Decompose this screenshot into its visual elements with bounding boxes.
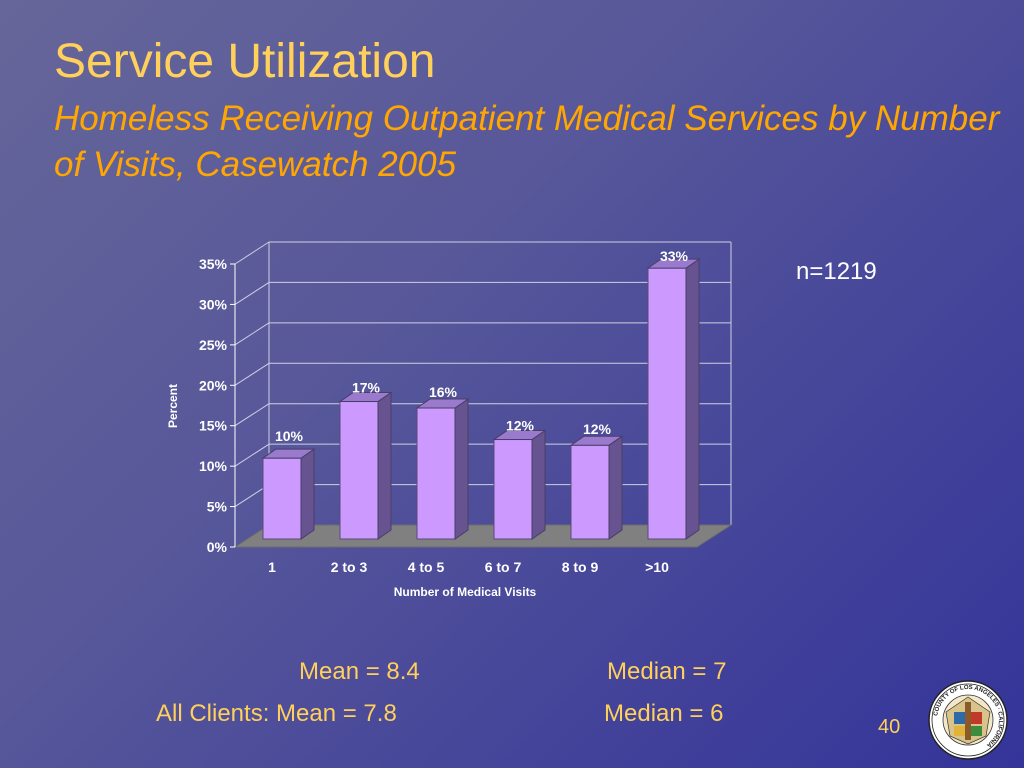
bar-side <box>685 258 700 540</box>
gridline-depth <box>234 443 270 467</box>
county-seal-logo: COUNTY OF LOS ANGELES · CALIFORNIA <box>928 680 1008 760</box>
bar-top <box>261 448 316 459</box>
bar <box>416 407 456 540</box>
gridline-depth <box>234 282 270 305</box>
y-tick-label: 0% <box>207 539 228 555</box>
all-clients-mean-stat: All Clients: Mean = 7.8 <box>156 700 397 727</box>
bar <box>570 444 610 540</box>
y-tick-label: 30% <box>199 296 228 312</box>
bar <box>493 439 533 540</box>
y-tick-label: 35% <box>199 256 228 272</box>
bar-top <box>338 392 393 403</box>
x-axis-label: Number of Medical Visits <box>394 585 537 599</box>
y-tick-label: 20% <box>199 377 228 393</box>
x-tick-label: 6 to 7 <box>485 559 522 575</box>
bar-side <box>300 448 315 540</box>
bar <box>339 401 379 540</box>
y-tick-label: 5% <box>207 499 228 515</box>
sample-size-label: n=1219 <box>796 258 877 285</box>
bar-top <box>646 258 701 269</box>
bar-side <box>608 435 623 540</box>
data-label: 16% <box>429 384 458 400</box>
data-label: 10% <box>275 428 304 444</box>
x-tick-label: 4 to 5 <box>408 559 445 575</box>
bar-side <box>377 391 392 540</box>
page-title: Service Utilization <box>54 35 436 88</box>
gridline-depth <box>234 362 270 386</box>
page-number: 40 <box>878 716 901 738</box>
page-subtitle: Homeless Receiving Outpatient Medical Se… <box>54 99 1000 184</box>
x-tick-label: 8 to 9 <box>562 559 599 575</box>
all-clients-median-stat: Median = 6 <box>604 700 724 727</box>
bar-top <box>492 430 547 441</box>
data-label: 12% <box>506 418 535 434</box>
mean-stat: Mean = 8.4 <box>299 658 420 685</box>
gridline-depth <box>234 241 270 265</box>
gridline-depth <box>234 322 270 346</box>
bar-side <box>531 429 546 540</box>
y-axis-label: Percent <box>166 384 180 428</box>
y-tick-label: 15% <box>199 418 228 434</box>
bar <box>647 267 687 540</box>
bar-top <box>569 435 624 446</box>
gridline-depth <box>234 403 270 427</box>
data-label: 33% <box>660 248 689 264</box>
x-tick-label: 1 <box>268 559 276 575</box>
bar-top <box>415 398 470 409</box>
x-tick-label: >10 <box>645 559 669 575</box>
bar-side <box>454 398 469 540</box>
bar <box>262 457 302 540</box>
x-tick-label: 2 to 3 <box>331 559 368 575</box>
data-label: 12% <box>583 421 612 437</box>
data-label: 17% <box>352 380 381 396</box>
y-tick-label: 25% <box>199 337 228 353</box>
median-stat: Median = 7 <box>607 658 727 685</box>
y-tick-label: 10% <box>199 458 228 474</box>
